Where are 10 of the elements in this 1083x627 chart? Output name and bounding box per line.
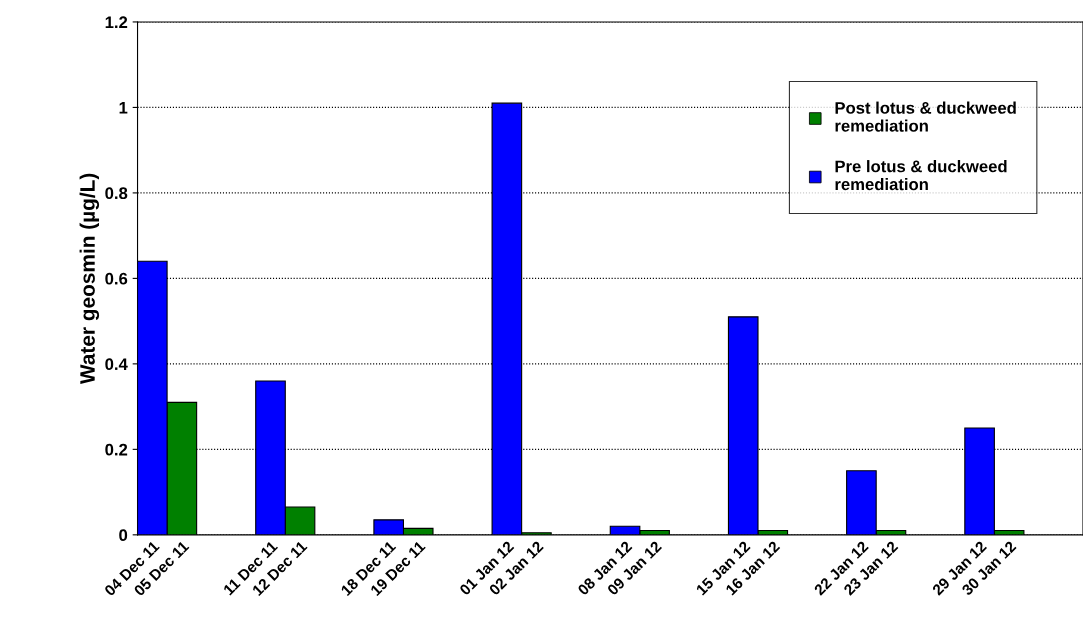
legend-label: Pre lotus & duckweed remediation — [835, 160, 1007, 191]
y-tick-label: 0.4 — [105, 358, 128, 371]
legend-label: Post lotus & duckweed remediation — [835, 101, 1016, 132]
y-tick-label: 1 — [119, 102, 128, 114]
y-tick-label: 0 — [119, 529, 128, 542]
y-tick-label: 1.2 — [105, 16, 128, 28]
y-tick-label: 0.6 — [105, 272, 128, 285]
y-axis-title: Water geosmin (µg/L) — [79, 173, 100, 385]
y-tick-label: 0.2 — [105, 443, 128, 456]
y-tick-label: 0.8 — [105, 187, 128, 200]
